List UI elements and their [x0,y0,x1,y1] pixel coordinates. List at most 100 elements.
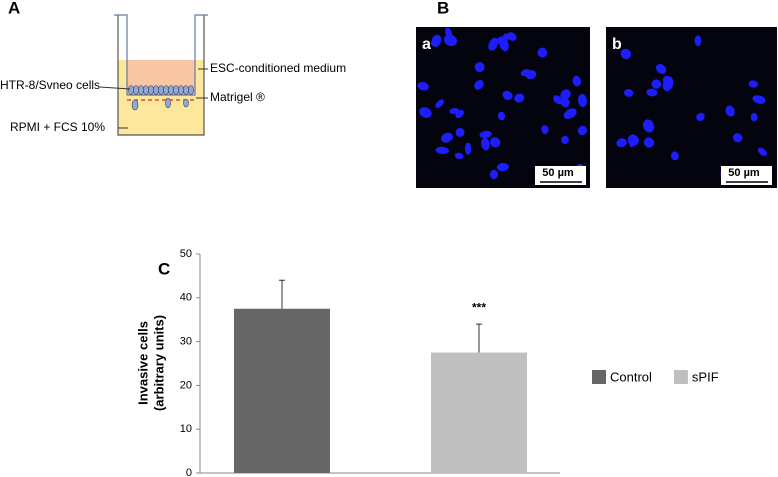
pointer [99,86,131,90]
nucleus [417,81,429,91]
nucleus [464,142,472,155]
nucleus [646,88,658,97]
nucleus [474,62,485,73]
legend-label: sPIF [692,369,719,384]
cell [128,85,134,95]
nucleus [620,48,632,60]
nucleus [643,137,655,148]
nucleus [655,64,667,74]
insert [114,14,208,96]
nucleus [430,39,440,47]
nucleus [553,95,563,105]
nucleus [757,147,767,156]
cell [143,85,149,95]
nucleus [643,119,655,133]
nucleus [441,132,453,143]
cell [148,85,154,95]
nucleus [577,93,587,108]
significance: *** [472,300,486,314]
nucleus [435,146,449,155]
micrograph [606,27,777,188]
error-bar [476,323,482,353]
nucleus [572,75,582,87]
nucleus [443,34,458,47]
nucleus [563,108,577,119]
transwell-diagram [99,14,208,136]
nucleus [560,89,571,100]
nucleus [748,80,758,88]
y-tick-label: 40 [180,292,192,304]
legend-swatch [592,370,606,384]
nucleus [725,105,735,117]
nucleus [497,111,506,121]
scale-bar-box [535,166,586,185]
nucleus [455,127,465,137]
nucleus [419,107,432,118]
scale-bar-box [721,166,772,185]
invading-cell [165,97,171,109]
cell [178,85,184,95]
nucleus [489,137,501,148]
nucleus [479,130,492,139]
nucleus [501,33,510,44]
nucleus [670,151,679,161]
nucleus [616,138,627,148]
nucleus [651,79,662,89]
y-axis-title: Invasive cells [135,321,150,405]
bar [234,308,330,473]
nucleus [694,35,702,47]
nucleus [445,27,453,39]
invading-cell [183,98,189,108]
cell [173,85,179,95]
nucleus [488,37,499,51]
nucleus [496,162,509,172]
nucleus [489,169,499,179]
annotation: Matrigel ® [210,90,265,104]
cells [128,85,194,95]
nucleus [696,112,705,122]
cell [188,85,194,95]
image-label: b [612,36,622,53]
cell [153,85,159,95]
y-tick-label: 50 [180,248,192,260]
nucleus [577,125,587,136]
nucleus [474,79,484,90]
scale-bar-label: 50 µm [728,167,760,179]
cell [183,85,189,95]
nucleus [514,93,525,103]
nucleus [732,133,743,143]
y-tick-label: 20 [180,379,192,391]
nucleus [520,69,531,77]
nucleus [502,90,513,100]
annotation: ESC-conditioned medium [210,61,346,75]
nucleus [454,152,464,160]
nucleus [481,137,490,151]
chart: 0 10 20 30 40 50 *** Control sPIF [180,248,719,477]
nuclei [417,27,767,181]
panel-label: A [8,0,20,17]
nucleus [750,112,758,122]
nucleus [435,99,444,108]
y-tick-label: 10 [180,423,192,435]
panel-label: B [437,0,449,17]
cell [133,85,139,95]
panel-label: C [158,259,170,278]
nucleus [561,135,569,144]
nucleus [537,47,548,58]
scale-bar-label: 50 µm [542,167,574,179]
image-label: a [422,36,431,53]
error-bar [279,279,285,309]
well [117,15,205,136]
y-axis-title: (arbitrary units) [151,315,166,411]
nucleus [541,125,549,135]
nucleus [627,134,639,146]
cell [163,85,169,95]
nucleus [662,77,674,92]
cell [158,85,164,95]
annotation: HTR-8/Svneo cells [0,78,100,92]
y-tick-label: 0 [186,467,192,477]
legend-label: Control [610,369,652,384]
bar [431,352,527,473]
